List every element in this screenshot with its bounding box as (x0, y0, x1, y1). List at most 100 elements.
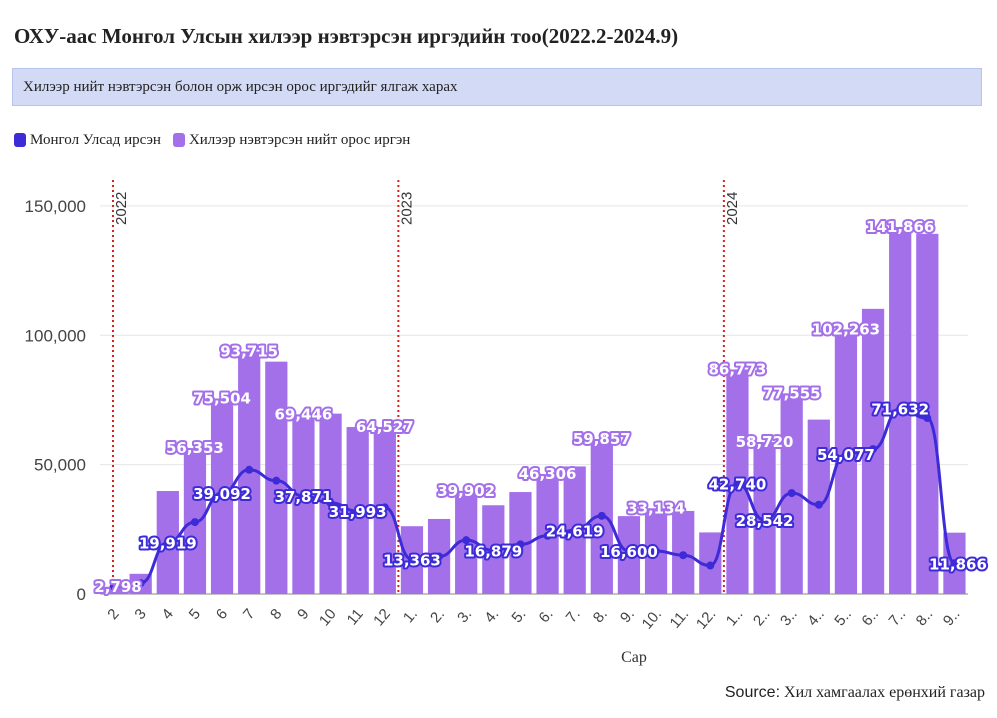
x-tick-label: 12 (370, 606, 394, 630)
year-marker-label: 2023 (398, 192, 415, 225)
x-tick-label: 9.. (940, 606, 964, 630)
source-label: Source: (724, 684, 781, 701)
line-point (462, 536, 471, 545)
bar-data-label: 86,773 (708, 360, 766, 378)
line-point (435, 552, 444, 561)
line-point (706, 561, 715, 570)
line-point (326, 498, 335, 507)
line-point (760, 516, 769, 525)
line-data-label: 71,632 (871, 401, 929, 419)
x-axis-title: Сар (621, 649, 647, 666)
line-data-label: 16,600 (600, 543, 658, 561)
line-data-label: 13,363 (383, 551, 441, 569)
bar-data-label: 33,134 (627, 499, 685, 517)
bar-data-label: 46,306 (519, 465, 577, 483)
line-data-label: 19,919 (139, 534, 197, 552)
line-point (597, 511, 606, 520)
chart-subtitle: Хилээр нийт нэвтэрсэн болон орж ирсэн ор… (23, 79, 458, 95)
line-point (353, 507, 362, 516)
x-tick-label: 9. (617, 606, 638, 627)
legend-swatch-bar (172, 133, 185, 147)
line-data-label: 42,740 (708, 475, 766, 493)
line-point (136, 579, 145, 588)
line-point (543, 531, 552, 540)
line-point (787, 489, 796, 498)
bar (916, 233, 939, 594)
line-point (733, 479, 742, 488)
y-tick-label: 0 (77, 585, 86, 604)
line-point (245, 465, 254, 474)
x-tick-label: 4.. (804, 606, 828, 630)
line-data-label: 16,879 (464, 542, 522, 560)
y-tick-label: 100,000 (25, 326, 86, 345)
x-tick-label: 7.. (886, 606, 910, 630)
bar-data-label: 77,555 (763, 384, 821, 402)
year-marker-label: 2022 (113, 192, 130, 225)
x-tick-label: 5.. (831, 606, 855, 630)
bar-data-label: 69,446 (274, 405, 332, 423)
chart-title: ОХУ-аас Монгол Улсын хилээр нэвтэрсэн ир… (14, 24, 679, 48)
x-tick-label: 5 (186, 606, 204, 623)
x-tick-label: 1. (400, 606, 421, 627)
line-data-label: 31,993 (329, 503, 387, 521)
x-tick-label: 6 (213, 606, 231, 623)
line-point (869, 445, 878, 454)
x-tick-label: 4. (481, 606, 502, 627)
line-point (923, 414, 932, 423)
line-point (380, 503, 389, 512)
x-tick-label: 5. (508, 606, 529, 627)
line-point (218, 488, 227, 497)
x-tick-label: 6.. (858, 606, 882, 630)
line-point (814, 500, 823, 509)
x-tick-label: 6. (536, 606, 557, 627)
legend: Монгол Улсад ирсэн Хилээр нэвтэрсэн нийт… (14, 130, 422, 150)
line-point (896, 404, 905, 413)
legend-item-bar[interactable]: Хилээр нэвтэрсэн нийт орос иргэн (172, 132, 410, 149)
line-data-label: 11,866 (929, 555, 987, 573)
line-data-label: 24,619 (546, 522, 604, 540)
x-tick-label: 7. (563, 606, 584, 627)
x-tick-label: 9 (294, 606, 312, 623)
line-point (299, 492, 308, 501)
x-tick-label: 10. (639, 606, 665, 633)
bar-data-label: 102,263 (812, 320, 880, 338)
x-tick-label: 3. (454, 606, 475, 627)
line-point (407, 555, 416, 564)
source-note: Source: Хил хамгаалах ерөнхий газар (725, 684, 985, 702)
year-marker-label: 2024 (724, 192, 741, 225)
line-point (679, 551, 688, 560)
line-point (624, 547, 633, 556)
x-tick-label: 2.. (750, 606, 774, 630)
x-tick-label: 2 (104, 606, 122, 623)
line-point (570, 526, 579, 535)
x-tick-label: 2. (427, 606, 448, 627)
x-tick-label: 10 (316, 606, 340, 630)
x-tick-label: 1.. (723, 606, 747, 630)
line-point (489, 546, 498, 555)
bar-data-label: 141,866 (866, 218, 934, 236)
bar-data-label: 56,353 (166, 439, 224, 457)
y-tick-label: 50,000 (34, 456, 86, 475)
x-tick-label: 4 (158, 606, 176, 623)
line-point (516, 540, 525, 549)
line-point (109, 582, 118, 591)
legend-item-line[interactable]: Монгол Улсад ирсэн (14, 132, 161, 149)
line-data-label: 54,077 (817, 446, 875, 464)
x-tick-label: 8. (590, 606, 611, 627)
line-point (272, 476, 281, 485)
bar (834, 329, 858, 594)
x-tick-label: 8 (267, 606, 285, 623)
bar-data-label: 93,715 (220, 343, 278, 361)
line-point (163, 538, 172, 547)
source-text: Хил хамгаалах ерөнхий газар (784, 684, 985, 701)
x-tick-label: 7 (240, 606, 258, 623)
line-data-label: 28,542 (736, 512, 794, 530)
line-data-label: 37,871 (274, 488, 332, 506)
bar-data-label: 2,798 (94, 578, 141, 596)
bar (617, 516, 641, 594)
subtitle-banner: Хилээр нийт нэвтэрсэн болон орж ирсэн ор… (12, 68, 982, 106)
x-tick-label: 8.. (913, 606, 937, 630)
bar-data-label: 75,504 (193, 390, 251, 408)
bar-data-label: 64,527 (356, 418, 414, 436)
